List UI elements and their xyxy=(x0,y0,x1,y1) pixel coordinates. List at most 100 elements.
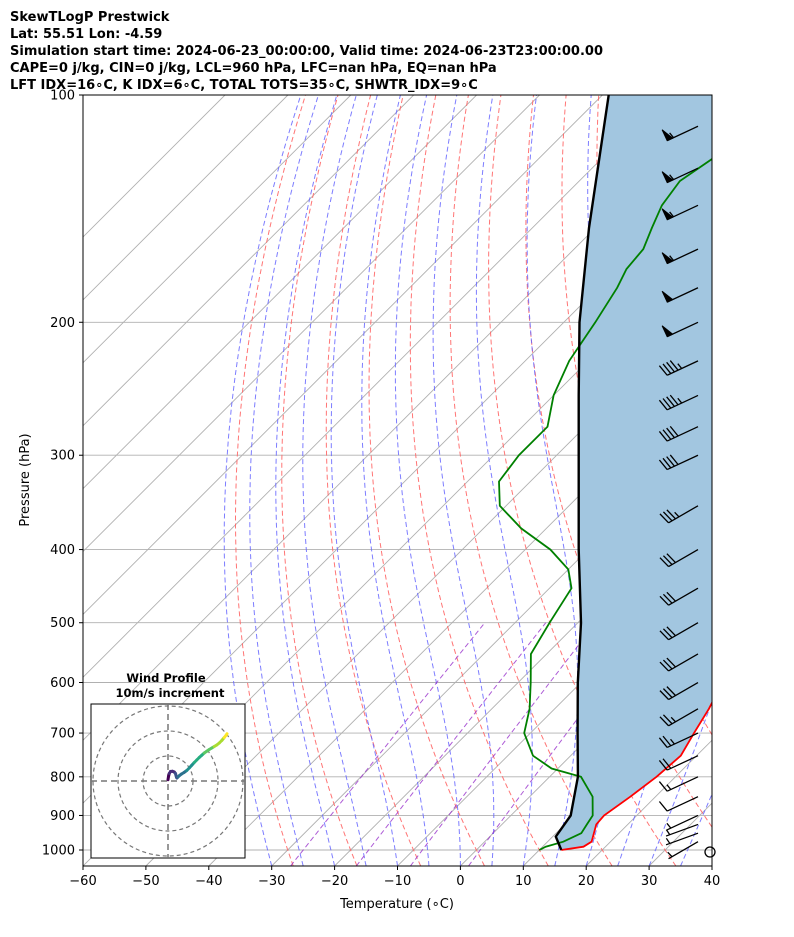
dry-adiabat xyxy=(235,95,306,866)
wind-barb-half-flag xyxy=(669,174,675,180)
wind-barb-shaft xyxy=(668,548,699,568)
wind-barb-shaft xyxy=(665,823,699,837)
wind-barb-pennant xyxy=(661,325,674,338)
x-axis-ticks: −60 −50 −40 −30 −20 −10 0 10 20 30 40 xyxy=(69,866,720,889)
wind-barb-flag xyxy=(658,760,668,771)
wind-barb-shaft xyxy=(666,796,699,812)
x-tick-label: −40 xyxy=(195,874,222,889)
station-coordinates: Lat: 55.51 Lon: -4.59 xyxy=(10,27,163,42)
wind-barb-half-flag xyxy=(669,132,675,139)
mixing-ratio-line xyxy=(355,622,547,866)
wind-barb-shaft xyxy=(666,814,699,831)
moist-adiabat xyxy=(680,792,712,866)
wind-barb-half-flag xyxy=(666,784,672,790)
wind-barb-pennant xyxy=(661,129,674,142)
y-tick-label: 600 xyxy=(50,676,75,691)
y-tick-label: 400 xyxy=(50,543,75,558)
isotherm xyxy=(83,95,540,553)
calm-wind-marker xyxy=(704,846,716,858)
wind-barb-flag xyxy=(666,626,676,637)
hodograph-segment xyxy=(224,732,229,737)
wind-barb-pennant xyxy=(661,171,674,184)
moist-adiabat xyxy=(361,95,430,866)
dry-adiabat xyxy=(281,95,358,866)
isotherm xyxy=(711,865,712,866)
wind-barb-pennant xyxy=(661,208,674,221)
wind-barb-flag xyxy=(666,396,675,407)
wind-barb-flag xyxy=(662,714,673,725)
wind-barb-flag xyxy=(666,361,675,373)
y-tick-label: 700 xyxy=(50,727,75,742)
wind-barb-flag xyxy=(658,399,668,411)
wind-barb-shaft xyxy=(666,776,699,792)
hodograph-subtitle: 10m/s increment xyxy=(116,686,225,700)
x-tick-label: 40 xyxy=(704,874,721,889)
wind-barb-shaft xyxy=(666,755,699,771)
moist-adiabat xyxy=(711,864,712,866)
mixing-ratio-line xyxy=(290,622,486,866)
wind-barb-flag xyxy=(659,595,670,606)
wind-barb-half-flag xyxy=(669,211,675,218)
isotherm xyxy=(83,95,226,238)
isotherm xyxy=(83,95,666,678)
wind-barb-pennant xyxy=(661,252,674,265)
wind-barb-pennant xyxy=(661,290,674,303)
chart-header: SkewTLogP Prestwick Lat: 55.51 Lon: -4.5… xyxy=(10,9,603,94)
wind-barb-flag xyxy=(666,456,675,467)
chart-title: SkewTLogP Prestwick xyxy=(10,10,170,25)
wind-barb-shaft xyxy=(665,832,699,846)
y-axis-ticks: 100 200 300 400 500 600 700 800 900 1000 xyxy=(42,89,83,859)
wind-barb-shaft xyxy=(668,622,699,641)
moist-adiabat xyxy=(526,95,579,866)
wind-barb-flag xyxy=(662,457,672,469)
wind-barb-flag xyxy=(662,593,673,604)
wind-barb-half-flag xyxy=(666,822,672,829)
wind-barb-flag xyxy=(666,591,676,602)
wind-barb-flag xyxy=(666,686,676,696)
isotherm xyxy=(271,425,712,866)
wind-barb-flag xyxy=(662,398,672,409)
wind-barb-flag xyxy=(662,429,672,440)
mixing-ratio-line xyxy=(409,622,597,866)
x-tick-label: 30 xyxy=(641,874,658,889)
moist-adiabat xyxy=(330,95,398,866)
moist-adiabat xyxy=(394,95,461,866)
y-tick-label: 900 xyxy=(50,809,75,824)
moist-adiabat xyxy=(432,95,495,866)
wind-barb-flag xyxy=(666,553,676,564)
wind-barb-flag xyxy=(658,801,668,812)
dewpoint-profile xyxy=(498,157,712,851)
wind-barb-flag xyxy=(659,690,670,700)
wind-barb-flag xyxy=(659,513,670,524)
x-tick-label: 0 xyxy=(456,874,464,889)
wind-barbs xyxy=(658,125,716,860)
stability-summary: CAPE=0 j/kg, CIN=0 j/kg, LCL=960 hPa, LF… xyxy=(10,61,497,76)
wind-barb-shaft xyxy=(668,587,699,606)
wind-barb-shaft xyxy=(668,681,699,701)
y-tick-label: 100 xyxy=(50,89,75,104)
isotherm xyxy=(83,95,289,301)
wind-barb-shaft xyxy=(668,505,699,524)
isotherm xyxy=(334,487,712,866)
hodograph-title: Wind Profile xyxy=(126,671,206,685)
wind-barb-half-flag xyxy=(667,851,673,858)
wind-barb-flag xyxy=(658,365,668,376)
wind-barb-flag xyxy=(666,509,676,520)
temperature-profile xyxy=(561,700,712,851)
moist-adiabat xyxy=(223,95,302,866)
wind-barb-shaft xyxy=(666,454,699,471)
wind-barb-half-flag xyxy=(665,837,671,844)
simulation-times: Simulation start time: 2024-06-23_00:00:… xyxy=(10,44,603,59)
parcel-profile xyxy=(554,95,610,851)
plot-area xyxy=(83,95,794,866)
x-tick-label: −50 xyxy=(132,874,159,889)
wind-barb-flag xyxy=(662,735,672,747)
wind-barb-half-flag xyxy=(670,738,675,745)
dry-adiabat xyxy=(729,95,794,866)
wind-barb-half-flag xyxy=(677,363,683,369)
wind-barb-shaft xyxy=(666,732,699,749)
hodograph-inset: Wind Profile 10m/s increment xyxy=(90,671,246,859)
dry-adiabat xyxy=(488,95,677,866)
dry-adiabat xyxy=(762,95,794,866)
